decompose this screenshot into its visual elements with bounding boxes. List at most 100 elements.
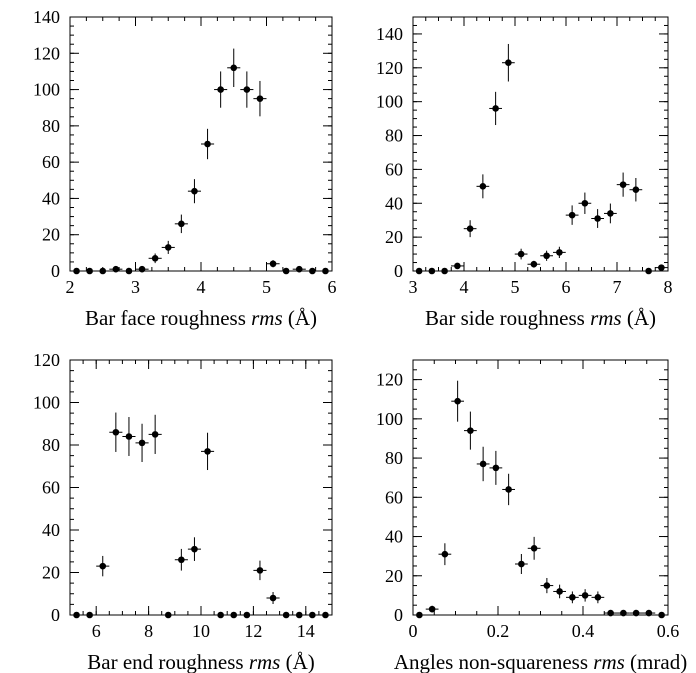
data-point [476, 446, 490, 482]
data-marker [441, 267, 448, 275]
panel-4: 0 0.2 0.4 0.6 0 20 40 60 80 100 120 Angles non-squa… [376, 359, 687, 673]
data-marker [125, 267, 133, 275]
data-marker [517, 250, 525, 258]
data-point [591, 209, 604, 228]
data-point [201, 432, 215, 471]
y-tick-label: 60 [385, 487, 403, 507]
x-tick-label: 10 [192, 621, 210, 641]
data-marker [645, 609, 653, 617]
x-tick-label: 6 [92, 621, 101, 641]
data-point [553, 584, 566, 599]
data-marker [73, 267, 80, 275]
data-marker [164, 611, 172, 619]
data-marker [518, 560, 525, 568]
y-tick-label: 80 [42, 435, 60, 455]
data-marker [467, 427, 474, 434]
data-point [540, 250, 553, 261]
data-point [565, 205, 579, 225]
x-axis-label-italic: rms [251, 306, 283, 330]
data-point [438, 267, 451, 275]
y-tick-label: 60 [385, 159, 403, 179]
data-marker [505, 486, 512, 493]
y-tick-label: 120 [376, 370, 403, 390]
data-marker [178, 556, 185, 564]
y-tick-label: 20 [42, 225, 60, 245]
data-point [514, 248, 528, 260]
data-marker [99, 562, 107, 570]
data-point [70, 267, 84, 275]
x-tick-label: 8 [144, 621, 153, 641]
plot-frame [412, 359, 669, 616]
data-point [566, 591, 579, 604]
data-point [450, 262, 464, 270]
data-marker [492, 105, 499, 112]
data-marker [543, 252, 550, 260]
data-point [148, 414, 162, 454]
data-marker [441, 550, 449, 558]
data-marker [492, 464, 500, 472]
data-marker [428, 267, 436, 275]
data-point [578, 192, 592, 214]
y-tick-label: 80 [385, 448, 403, 468]
data-point [292, 611, 306, 619]
data-point [148, 253, 162, 264]
data-point [527, 260, 541, 268]
y-tick-label: 100 [33, 393, 60, 413]
data-point [240, 71, 254, 108]
data-point [279, 611, 293, 619]
data-marker [191, 187, 198, 195]
data-marker [256, 567, 264, 574]
y-tick-label: 40 [42, 188, 60, 208]
y-tick-label: 0 [394, 605, 403, 625]
x-tick-label: 12 [244, 621, 262, 641]
data-marker [151, 431, 159, 438]
data-point [279, 267, 293, 275]
data-point [96, 555, 110, 577]
y-tick-label: 80 [385, 126, 403, 146]
data-point [476, 174, 490, 199]
data-point [227, 48, 241, 88]
data-marker [282, 611, 290, 619]
x-axis-label-unit: (Å) [283, 306, 317, 330]
y-tick-label: 60 [42, 478, 60, 498]
data-point [83, 611, 97, 619]
data-marker [607, 609, 614, 617]
data-point [253, 80, 267, 117]
data-point [266, 591, 280, 605]
x-tick-label: 8 [664, 277, 673, 297]
data-point [654, 264, 668, 271]
data-point [122, 417, 136, 456]
data-point [266, 260, 280, 268]
y-tick-label: 20 [385, 227, 403, 247]
data-marker [466, 225, 474, 232]
data-point [655, 611, 668, 619]
x-tick-label: 5 [262, 277, 271, 297]
data-marker [479, 183, 487, 190]
y-tick-label: 40 [42, 520, 60, 540]
data-marker [581, 199, 589, 207]
data-marker [428, 605, 436, 613]
data-marker [86, 267, 93, 275]
panel-3: 6 8 10 12 14 0 20 40 60 80 100 120 Bar end roughness… [33, 350, 333, 673]
data-point [578, 589, 592, 602]
data-marker [505, 59, 512, 67]
data-marker [243, 86, 251, 93]
data-marker [125, 433, 133, 440]
data-marker [322, 611, 329, 619]
x-axis-label-unit: (mrad) [625, 650, 687, 673]
data-marker [309, 267, 316, 275]
data-marker [581, 592, 589, 599]
data-point [227, 611, 241, 619]
data-point [464, 411, 477, 450]
data-point [253, 560, 267, 581]
y-tick-label: 60 [42, 152, 60, 172]
x-axis-label: Bar face roughness rms (Å) [85, 306, 317, 330]
x-tick-label: 0 [409, 621, 418, 641]
data-marker [479, 460, 487, 468]
data-point [463, 220, 477, 238]
data-point [502, 473, 515, 506]
data-point [109, 265, 123, 273]
x-tick-label: 6 [562, 277, 571, 297]
